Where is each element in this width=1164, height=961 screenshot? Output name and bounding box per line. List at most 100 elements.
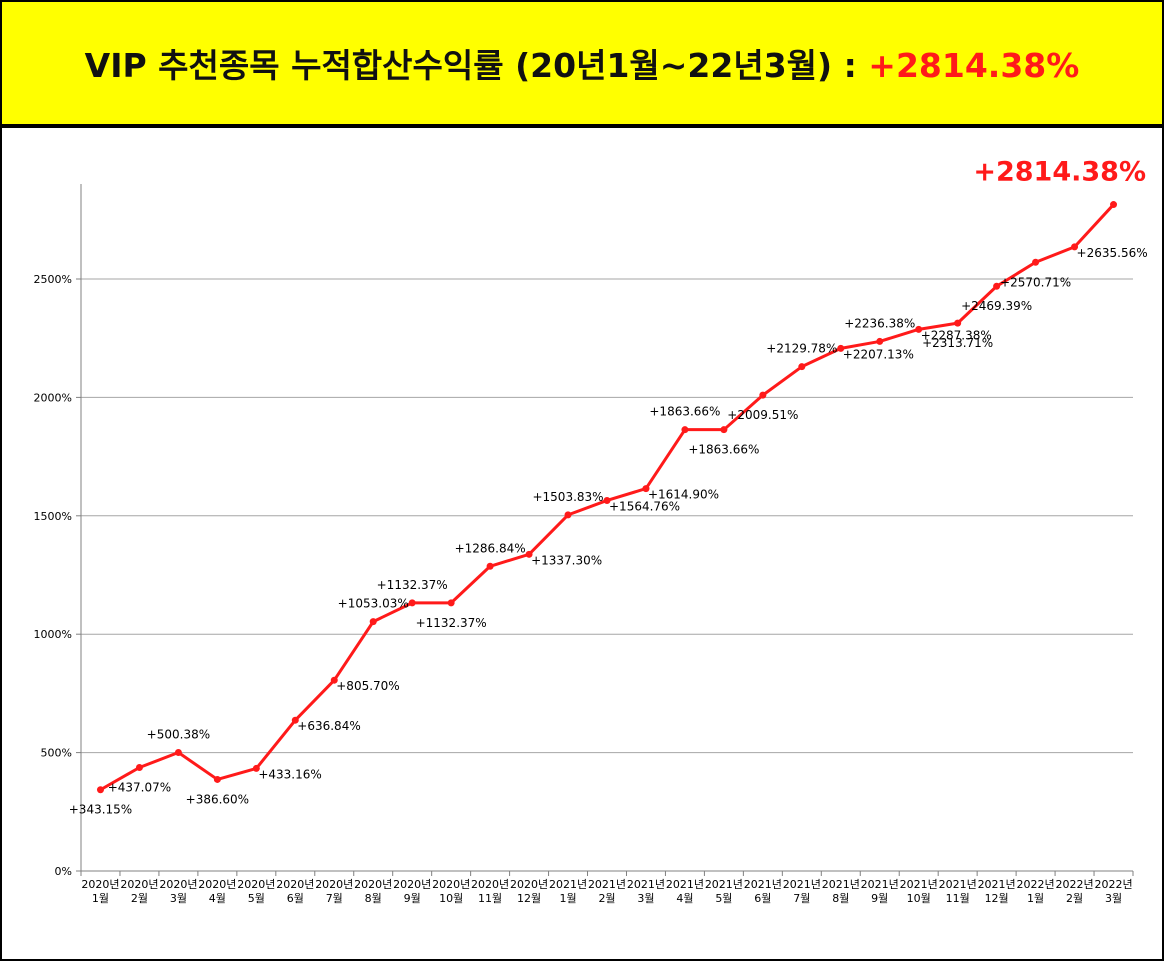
x-tick-label-year: 2020년	[276, 878, 314, 891]
data-label: +2635.56%	[1077, 246, 1148, 260]
x-tick-label-year: 2020년	[237, 878, 275, 891]
data-label: +2207.13%	[843, 347, 914, 361]
x-tick-label-year: 2020년	[198, 878, 236, 891]
x-tick-label-month: 11월	[946, 892, 970, 905]
x-tick-label-year: 2021년	[939, 878, 977, 891]
x-tick-label-year: 2020년	[354, 878, 392, 891]
x-tick-label-month: 7월	[793, 892, 810, 905]
data-point	[915, 325, 923, 333]
data-label: +805.70%	[336, 679, 399, 693]
x-tick-label-year: 2022년	[1055, 878, 1093, 891]
data-point	[408, 599, 416, 607]
data-point	[603, 496, 611, 504]
data-label: +2236.38%	[844, 316, 915, 330]
data-label: +386.60%	[186, 792, 249, 806]
x-tick-label-year: 2022년	[1017, 878, 1055, 891]
data-point	[1071, 243, 1079, 251]
x-tick-label-month: 5월	[248, 892, 265, 905]
data-point	[1110, 201, 1118, 209]
data-point	[759, 391, 767, 399]
data-point	[564, 511, 572, 519]
data-point	[642, 485, 650, 493]
data-point	[993, 282, 1001, 290]
data-label: +1132.37%	[377, 578, 448, 592]
x-tick-label-month: 4월	[209, 892, 226, 905]
y-axis-ticks: 0% 500% 1000% 1500% 2000% 2500%	[34, 273, 81, 878]
data-label: +636.84%	[297, 719, 360, 733]
data-label: +2570.71%	[1000, 275, 1071, 289]
data-point	[252, 764, 260, 772]
x-tick-label-month: 2월	[1066, 892, 1083, 905]
x-tick-label-month: 10월	[907, 892, 931, 905]
x-tick-label-month: 4월	[676, 892, 693, 905]
x-tick-label-year: 2020년	[393, 878, 431, 891]
x-tick-label-year: 2020년	[159, 878, 197, 891]
x-tick-label-year: 2021년	[666, 878, 704, 891]
page-title: VIP 추천종목 누적합산수익률 (20년1월~22년3월) : +2814.3…	[85, 39, 1080, 87]
data-label: +2287.38%	[921, 328, 992, 342]
y-tick-label: 1500%	[34, 510, 72, 523]
data-point	[369, 618, 377, 626]
final-value-annotation: +2814.38%	[973, 157, 1146, 188]
x-tick-label-month: 8월	[832, 892, 849, 905]
x-tick-label-year: 2020년	[120, 878, 158, 891]
x-tick-label-month: 10월	[439, 892, 463, 905]
x-tick-label-month: 12월	[517, 892, 541, 905]
data-points	[96, 201, 1118, 794]
data-label: +1564.76%	[609, 499, 680, 513]
y-tick-label: 500%	[41, 747, 72, 760]
data-point	[447, 599, 455, 607]
data-label: +1053.03%	[338, 597, 409, 611]
x-tick-label-month: 8월	[365, 892, 382, 905]
data-point	[96, 786, 104, 794]
data-point	[954, 319, 962, 327]
data-point	[174, 749, 182, 757]
data-labels: +343.15% +437.07% +500.38% +386.60% +433.16%…	[69, 246, 1148, 817]
x-tick-label-month: 7월	[326, 892, 343, 905]
x-tick-label-month: 3월	[1105, 892, 1122, 905]
x-tick-label-month: 12월	[985, 892, 1009, 905]
data-point	[291, 716, 299, 724]
x-tick-label-year: 2020년	[510, 878, 548, 891]
x-tick-label-month: 2월	[598, 892, 615, 905]
x-tick-label-month: 3월	[637, 892, 654, 905]
data-label: +1286.84%	[455, 541, 526, 555]
x-tick-label-year: 2021년	[744, 878, 782, 891]
x-tick-label-month: 9월	[404, 892, 421, 905]
data-label: +500.38%	[147, 728, 210, 742]
gridlines	[81, 278, 1133, 754]
x-tick-label-month: 1월	[559, 892, 576, 905]
data-label: +2469.39%	[961, 299, 1032, 313]
data-label: +1503.83%	[532, 490, 603, 504]
y-tick-label: 2000%	[34, 391, 72, 404]
data-label: +1337.30%	[531, 553, 602, 567]
x-tick-label-year: 2022년	[1094, 878, 1132, 891]
data-label: +2313.71%	[922, 336, 993, 350]
y-tick-label: 0%	[55, 865, 72, 878]
x-tick-label-year: 2021년	[627, 878, 665, 891]
x-tick-label-month: 9월	[871, 892, 888, 905]
data-point	[135, 764, 143, 772]
x-tick-label-year: 2020년	[315, 878, 353, 891]
x-tick-label-month: 6월	[754, 892, 771, 905]
data-point	[720, 426, 728, 434]
x-tick-label-month: 2월	[131, 892, 148, 905]
x-tick-label-year: 2021년	[861, 878, 899, 891]
data-point	[681, 426, 689, 434]
data-label: +343.15%	[69, 803, 132, 817]
title-banner: VIP 추천종목 누적합산수익률 (20년1월~22년3월) : +2814.3…	[0, 0, 1164, 128]
x-tick-label-year: 2021년	[978, 878, 1016, 891]
data-point	[213, 775, 221, 783]
x-tick-label-year: 2021년	[900, 878, 938, 891]
y-tick-label: 1000%	[34, 628, 72, 641]
x-tick-label-year: 2020년	[81, 878, 119, 891]
x-tick-label-year: 2021년	[705, 878, 743, 891]
x-tick-label-year: 2021년	[588, 878, 626, 891]
x-tick-label-month: 5월	[715, 892, 732, 905]
x-tick-label-month: 1월	[92, 892, 109, 905]
data-label: +433.16%	[258, 767, 321, 781]
y-tick-label: 2500%	[34, 273, 72, 286]
title-main-text: VIP 추천종목 누적합산수익률 (20년1월~22년3월) :	[84, 46, 869, 85]
data-label: +2129.78%	[766, 342, 837, 356]
